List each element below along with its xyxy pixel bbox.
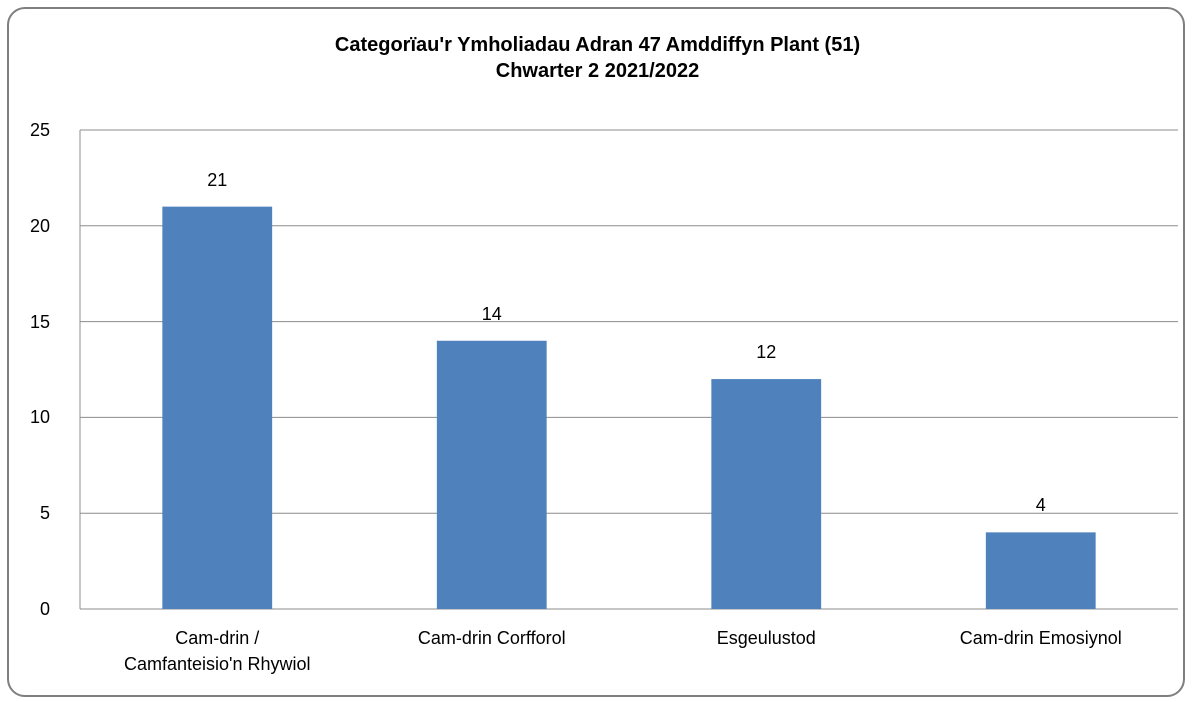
data-label: 14 [481, 303, 502, 324]
x-tick-label: Cam-drin / Camfanteisio'n Rhywiol [123, 628, 311, 674]
y-tick-label: 0 [39, 599, 50, 619]
y-tick-label: 5 [39, 503, 50, 524]
y-tick-label: 25 [29, 120, 50, 140]
chart-title: Categorïau'r Ymholiadau Adran 47 Amddiff… [334, 34, 861, 82]
y-tick-label: 20 [29, 215, 50, 236]
bar [436, 340, 547, 609]
x-tick-label: Esgeulustod [716, 628, 816, 648]
bar [711, 379, 822, 609]
chart-frame [7, 7, 1185, 697]
bar [985, 532, 1096, 609]
data-label: 4 [1035, 495, 1046, 516]
x-tick-label: Cam-drin Emosiynol [959, 628, 1122, 648]
data-label: 12 [756, 342, 777, 363]
y-tick-label: 15 [29, 311, 50, 332]
bar [162, 206, 273, 609]
data-label: 21 [207, 169, 228, 190]
x-tick-label: Cam-drin Corfforol [417, 628, 566, 648]
y-tick-label: 10 [29, 407, 50, 428]
